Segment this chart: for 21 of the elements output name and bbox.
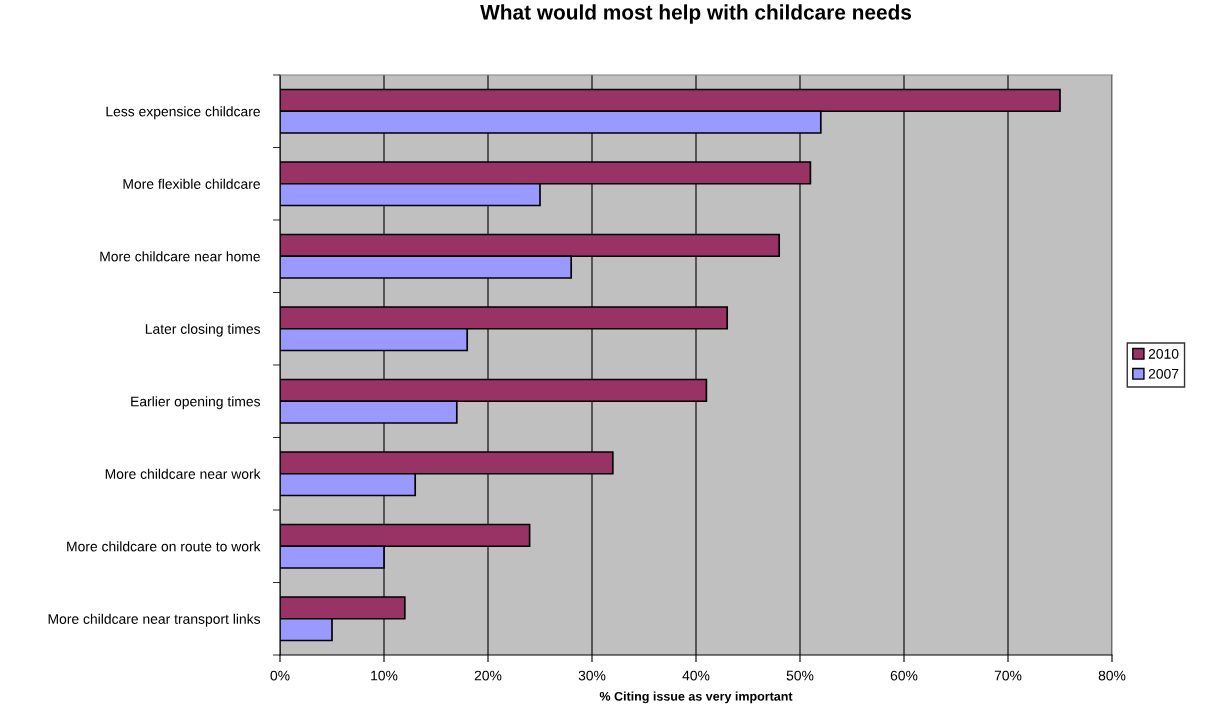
chart-title: What would most help with childcare needs [480,4,912,24]
y-tick-label: More childcare on route to work [67,541,261,552]
x-tick-label: 50% [786,670,814,681]
y-tick-label: More childcare near transport links [48,613,261,627]
x-tick-label: 20% [474,670,502,681]
y-tick-label: Later closing times [145,323,261,337]
y-tick-label: More childcare near home [100,251,260,262]
x-tick-label: 40% [682,670,710,681]
x-tick-label: 80% [1098,670,1126,681]
x-tick-label: 60% [890,670,918,681]
y-tick-label: More flexible childcare [123,178,260,189]
legend-label: 2007 [1148,368,1179,379]
legend-label: 2010 [1148,348,1179,359]
x-tick-label: 10% [371,670,398,681]
x-tick-label: 0% [270,670,290,681]
x-axis-title: % Citing issue as very important [599,691,793,704]
x-tick-label: 30% [578,670,606,681]
y-tick-label: Less expensice childcare [106,106,260,120]
y-tick-label: Earlier opening times [131,396,261,410]
y-tick-label: More childcare near work [105,468,261,479]
x-tick-label: 70% [994,670,1022,681]
